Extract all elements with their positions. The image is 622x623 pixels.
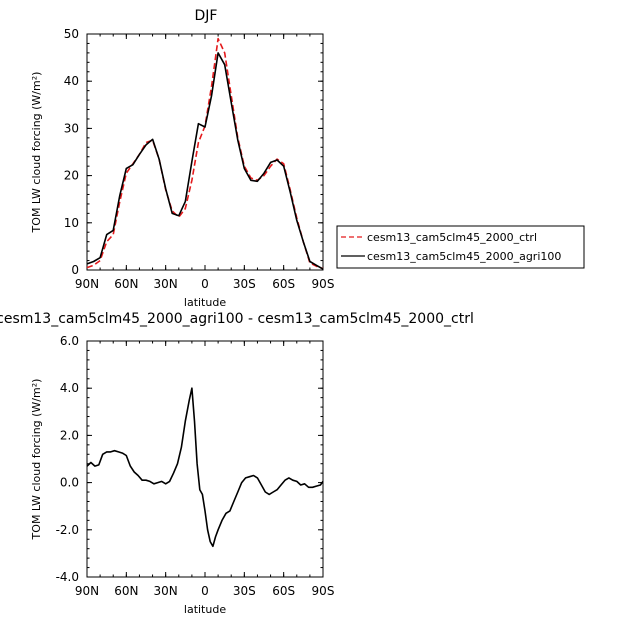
y-tick-label: 0.0 [60,476,79,490]
y-tick-label: 40 [64,74,79,88]
bottom-series-lines [86,387,324,548]
y-tick-label: 30 [64,121,79,135]
x-tick-label: 60N [114,584,138,598]
y-tick-label: 10 [64,216,79,230]
x-tick-label: 90N [75,277,99,291]
top-plot-frame [86,33,324,271]
y-tick-label: 0 [71,263,79,277]
x-tick-label: 60S [272,584,295,598]
top-panel: DJF 90N 60N 30N 0 30S 60S 90S 0 10 20 30 40 50 lati… [30,8,334,309]
top-x-axis-label: latitude [184,296,226,309]
x-tick-label: 90S [312,584,335,598]
legend-label-agri100: cesm13_cam5clm45_2000_agri100 [367,250,561,263]
top-series-lines [86,37,324,270]
bottom-chart-title: cesm13_cam5clm45_2000_agri100 - cesm13_c… [0,311,474,327]
x-tick-label: 0 [201,584,209,598]
top-x-axis: 90N 60N 30N 0 30S 60S 90S [75,34,335,291]
y-tick-label: 2.0 [60,428,79,442]
y-tick-label: 20 [64,169,79,183]
series-line-1 [86,52,324,270]
legend-label-ctrl: cesm13_cam5clm45_2000_ctrl [367,231,537,244]
series-line-0 [86,387,324,548]
legend-box [336,225,585,269]
x-tick-label: 30S [233,584,256,598]
bottom-plot-frame [86,340,324,578]
top-chart-title: DJF [195,8,218,24]
y-tick-label: -4.0 [56,570,79,584]
bottom-y-axis: 6.0 4.0 2.0 0.0 -2.0 -4.0 [56,334,323,584]
x-tick-label: 0 [201,277,209,291]
legend: cesm13_cam5clm45_2000_ctrl cesm13_cam5cl… [336,225,585,269]
series-line-0 [86,37,324,270]
top-y-axis-label: TOM LW cloud forcing (W/m²) [30,72,43,234]
bottom-y-axis-label: TOM LW cloud forcing (W/m²) [30,379,43,541]
bottom-x-axis: 90N 60N 30N 0 30S 60S 90S [75,341,335,598]
top-y-axis: 0 10 20 30 40 50 [64,27,323,277]
x-tick-label: 90S [312,277,335,291]
y-tick-label: 6.0 [60,334,79,348]
y-tick-label: 50 [64,27,79,41]
x-tick-label: 60S [272,277,295,291]
x-tick-label: 30N [154,277,178,291]
x-tick-label: 30S [233,277,256,291]
bottom-panel: cesm13_cam5clm45_2000_agri100 - cesm13_c… [0,311,474,616]
bottom-x-axis-label: latitude [184,603,226,616]
x-tick-label: 30N [154,584,178,598]
y-tick-label: 4.0 [60,381,79,395]
x-tick-label: 90N [75,584,99,598]
x-tick-label: 60N [114,277,138,291]
y-tick-label: -2.0 [56,523,79,537]
